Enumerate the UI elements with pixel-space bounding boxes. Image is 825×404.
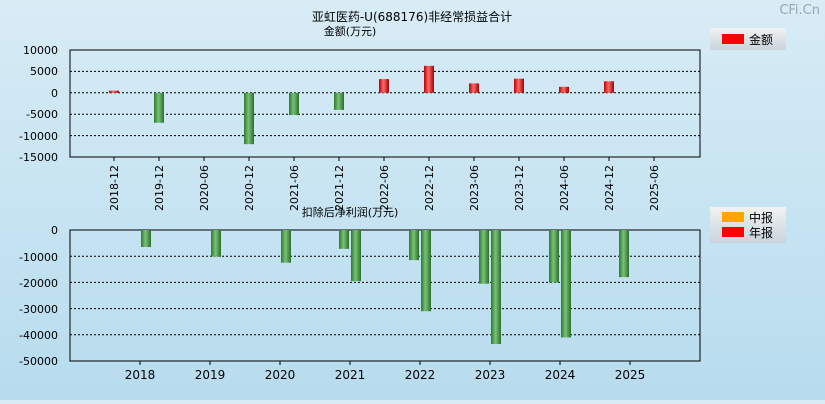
top-xtick-label: 2023-06 [468, 165, 481, 211]
top-plot-area [69, 49, 701, 158]
bottom-bars [141, 230, 629, 344]
bottom-xtick-label: 2024 [545, 368, 576, 382]
top-bar [334, 92, 344, 110]
bottom-legend-box [710, 207, 786, 243]
bottom-ytick-label: -50000 [19, 355, 58, 368]
bottom-plot-area [69, 229, 701, 362]
top-legend-swatch [722, 34, 744, 44]
bottom-bar-annual [561, 230, 571, 338]
top-bar [109, 90, 119, 93]
top-bar [604, 81, 614, 93]
bottom-y-axis: 0 -10000 -20000 -30000 -40000 -50000 [19, 224, 58, 368]
bottom-chart-title: 扣除后净利润(万元) [302, 205, 399, 219]
top-xtick-label: 2022-06 [378, 165, 391, 211]
bottom-ytick-label: -30000 [19, 303, 58, 316]
bottom-xtick-label: 2025 [615, 368, 646, 382]
bottom-bar-annual [351, 230, 361, 282]
bottom-bar-interim [549, 230, 559, 283]
top-bar [244, 92, 254, 145]
top-ytick-label: -10000 [19, 130, 58, 143]
top-y-axis: 10000 5000 0 -5000 -10000 -15000 [19, 44, 58, 164]
top-legend-label: 金额 [749, 32, 773, 47]
bottom-xtick-label: 2022 [405, 368, 436, 382]
top-xtick-label: 2020-12 [243, 165, 256, 211]
top-ytick-label: 10000 [23, 44, 58, 57]
bottom-legend: 中报 年报 [710, 207, 786, 243]
bottom-xtick-label: 2021 [335, 368, 366, 382]
top-xtick-label: 2025-06 [648, 165, 661, 211]
top-chart-subtitle: 金额(万元) [324, 24, 377, 38]
bottom-xtick-label: 2020 [265, 368, 296, 382]
bottom-bar-interim [409, 230, 419, 261]
top-bar [289, 92, 299, 116]
bottom-legend-label: 年报 [749, 225, 773, 240]
bottom-xtick-label: 2019 [195, 368, 226, 382]
top-xtick-label: 2018-12 [108, 165, 121, 211]
bottom-ytick-label: -10000 [19, 251, 58, 264]
top-xtick-label: 2019-12 [153, 165, 166, 211]
top-chart-title: 亚虹医药-U(688176)非经常损益合计 [312, 9, 512, 24]
top-xtick-label: 2021-12 [333, 165, 346, 211]
bottom-xtick-label: 2023 [475, 368, 506, 382]
bottom-legend-swatch [722, 227, 744, 237]
top-bar [514, 78, 524, 93]
bottom-bar-annual [211, 230, 221, 257]
top-bars [109, 65, 614, 145]
bottom-chart-grid [70, 229, 700, 362]
bottom-legend-swatch [722, 212, 744, 222]
bottom-bar-interim [619, 230, 629, 278]
top-legend-box [710, 28, 786, 50]
watermark: CFi.Cn [779, 3, 820, 18]
top-bar [469, 83, 479, 93]
top-bar [424, 65, 434, 93]
top-ytick-label: 0 [51, 87, 58, 100]
bottom-bar-interim [339, 230, 349, 249]
bottom-ytick-label: -20000 [19, 277, 58, 290]
bottom-ytick-label: -40000 [19, 329, 58, 342]
top-xtick-label: 2022-12 [423, 165, 436, 211]
top-ytick-label: 5000 [30, 65, 58, 78]
top-bar [379, 79, 389, 93]
top-xtick-label: 2021-06 [288, 165, 301, 211]
bottom-legend-label: 中报 [749, 210, 773, 225]
top-bar [559, 86, 569, 93]
top-x-axis: 2018-12 2019-12 2020-06 2020-12 2021-06 2021-… [108, 157, 661, 211]
bottom-bar-annual [491, 230, 501, 344]
top-bar [154, 92, 164, 123]
top-legend: 金额 [710, 28, 786, 50]
top-chart-grid [70, 49, 700, 158]
bottom-x-axis: 2018 2019 2020 2021 2022 2023 2024 2025 [125, 361, 646, 382]
bottom-ytick-label: 0 [51, 224, 58, 237]
bottom-xtick-label: 2018 [125, 368, 156, 382]
top-xtick-label: 2020-06 [198, 165, 211, 211]
top-xtick-label: 2024-12 [603, 165, 616, 211]
bottom-bar-interim [479, 230, 489, 284]
bottom-bar-annual [421, 230, 431, 312]
top-ytick-label: -15000 [19, 151, 58, 164]
bottom-bar-annual [281, 230, 291, 263]
top-xtick-label: 2024-06 [558, 165, 571, 211]
bottom-bar-annual [141, 230, 151, 248]
top-xtick-label: 2023-12 [513, 165, 526, 211]
top-ytick-label: -5000 [26, 108, 58, 121]
